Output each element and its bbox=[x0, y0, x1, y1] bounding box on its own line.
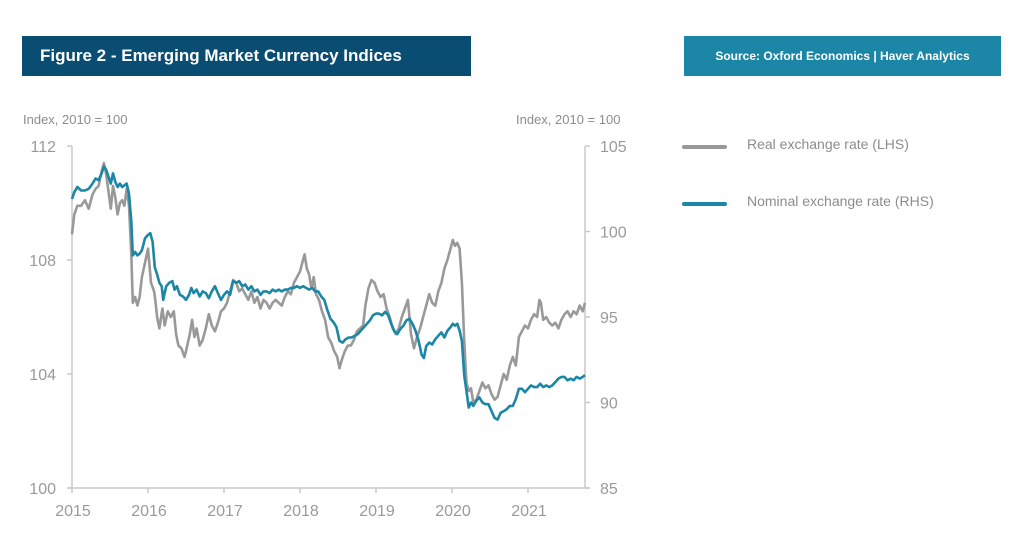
legend-swatch-real bbox=[682, 145, 727, 149]
left-y-tick-label: 112 bbox=[30, 139, 56, 156]
x-tick-label: 2018 bbox=[283, 503, 319, 520]
left-axis-unit-label: Index, 2010 = 100 bbox=[23, 112, 128, 127]
x-tick-label: 2019 bbox=[359, 503, 395, 520]
left-y-tick-label: 108 bbox=[29, 253, 56, 270]
figure-title: Figure 2 - Emerging Market Currency Indi… bbox=[22, 36, 471, 76]
axes bbox=[67, 145, 590, 493]
right-axis-unit-label: Index, 2010 = 100 bbox=[516, 112, 621, 127]
series-line-real-exchange-rate bbox=[70, 161, 587, 404]
series-line-nominal-exchange-rate bbox=[70, 165, 586, 421]
legend-label-real: Real exchange rate (LHS) bbox=[747, 136, 909, 152]
right-y-tick-label: 85 bbox=[600, 481, 618, 498]
right-y-tick-label: 90 bbox=[600, 396, 618, 413]
left-y-tick-label: 100 bbox=[29, 481, 56, 498]
x-tick-label: 2021 bbox=[511, 503, 547, 520]
left-y-tick-label: 104 bbox=[29, 367, 56, 384]
series-group bbox=[70, 161, 587, 421]
right-y-tick-label: 100 bbox=[600, 225, 627, 242]
tick-labels: 100 104 108 112 85 90 95 100 105 2015 2016 2017 2018… bbox=[29, 139, 627, 520]
source-label: Source: Oxford Economics | Haver Analyti… bbox=[684, 36, 1001, 76]
legend-label-nominal: Nominal exchange rate (RHS) bbox=[747, 193, 934, 209]
x-tick-label: 2017 bbox=[207, 503, 243, 520]
x-tick-label: 2015 bbox=[55, 503, 91, 520]
x-tick-label: 2016 bbox=[131, 503, 167, 520]
x-tick-label: 2020 bbox=[435, 503, 471, 520]
legend-swatch-nominal bbox=[682, 202, 727, 206]
right-y-tick-label: 105 bbox=[600, 139, 627, 156]
right-y-tick-label: 95 bbox=[600, 310, 618, 327]
